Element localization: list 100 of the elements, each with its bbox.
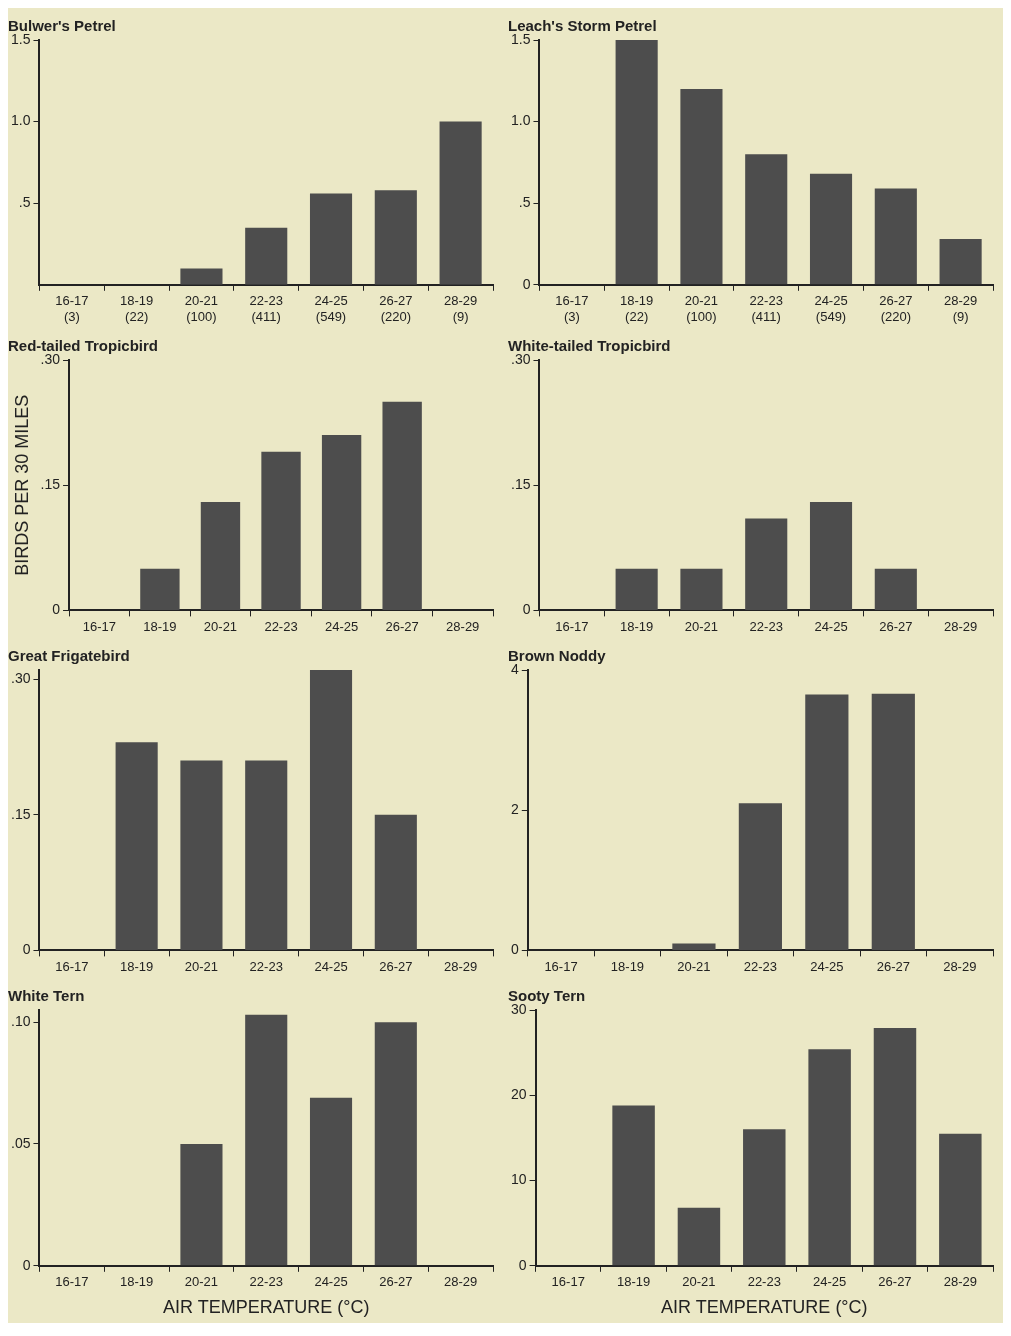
- x-tick-label: 16-17: [555, 618, 589, 634]
- x-tick-label: 20-21: [682, 1274, 716, 1290]
- bar: [745, 154, 788, 285]
- x-tick-label: 28-29: [443, 958, 478, 974]
- bar: [873, 1027, 917, 1266]
- x-tick-label: 20-21 (100): [684, 293, 719, 324]
- x-tick-label: 26-27 (220): [879, 293, 913, 324]
- x-tick-label: 16-17: [55, 1274, 89, 1290]
- y-tick-label: .5: [18, 194, 31, 211]
- bar: [115, 742, 158, 950]
- x-tick-label: 18-19 (22): [120, 293, 154, 324]
- bar: [439, 121, 482, 285]
- bar: [374, 1022, 417, 1266]
- x-tick-label: 18-19: [120, 958, 154, 974]
- y-tick-label: 20: [510, 1086, 527, 1103]
- bar: [615, 568, 658, 610]
- x-tick-label: 20-21: [184, 1274, 219, 1290]
- y-tick-label: 10: [510, 1171, 527, 1188]
- x-tick-label: 28-29 (9): [943, 293, 978, 324]
- x-tick-label: 22-23: [249, 958, 283, 974]
- bar: [612, 1105, 655, 1266]
- bar: [180, 268, 223, 285]
- x-axis-title: AIR TEMPERATURE (°C): [162, 1297, 370, 1318]
- bar: [245, 1014, 288, 1266]
- bar: [245, 760, 288, 950]
- y-tick-label: 0: [510, 941, 519, 958]
- x-tick-label: 16-17: [55, 958, 89, 974]
- y-tick-label: 2: [510, 801, 519, 818]
- y-tick-label: .10: [10, 1013, 31, 1030]
- bar: [382, 401, 422, 610]
- bar: [309, 1097, 353, 1266]
- y-tick-label: .15: [40, 476, 61, 493]
- x-tick-label: 24-25 (549): [814, 293, 848, 324]
- bar: [374, 814, 417, 950]
- bar: [939, 1133, 982, 1266]
- x-tick-label: 16-17: [551, 1274, 585, 1290]
- x-tick-label: 24-25: [314, 958, 348, 974]
- x-tick-label: 18-19 (22): [620, 293, 654, 324]
- x-tick-label: 26-27: [379, 958, 413, 974]
- bar: [615, 40, 658, 285]
- x-tick-label: 20-21: [677, 958, 711, 974]
- x-tick-label: 22-23: [749, 618, 783, 634]
- x-tick-label: 20-21: [203, 618, 238, 634]
- x-tick-label: 24-25: [810, 958, 844, 974]
- x-tick-label: 24-25: [324, 618, 359, 634]
- bar: [374, 190, 417, 285]
- bar: [680, 88, 723, 285]
- x-tick-label: 28-29: [943, 958, 977, 974]
- x-tick-label: 22-23: [743, 958, 778, 974]
- y-tick-label: 0: [522, 275, 531, 292]
- y-tick-label: .15: [510, 476, 531, 493]
- y-tick-label: 0: [22, 1256, 31, 1273]
- x-tick-label: 22-23 (411): [749, 293, 783, 324]
- bar: [809, 173, 853, 285]
- x-tick-label: 16-17 (3): [555, 293, 589, 324]
- x-tick-label: 28-29 (9): [443, 293, 478, 324]
- bar: [321, 435, 362, 610]
- x-tick-label: 18-19: [616, 1274, 651, 1290]
- x-tick-label: 16-17: [82, 618, 116, 634]
- x-tick-label: 16-17 (3): [55, 293, 89, 324]
- x-tick-label: 26-27: [878, 1274, 912, 1290]
- x-tick-label: 28-29: [443, 1274, 478, 1290]
- x-tick-label: 18-19: [143, 618, 177, 634]
- bar: [261, 451, 301, 610]
- y-tick-label: .5: [518, 194, 531, 211]
- x-tick-label: 28-29: [943, 618, 978, 634]
- x-tick-label: 26-27: [379, 1274, 413, 1290]
- x-tick-label: 24-25: [314, 1274, 348, 1290]
- x-tick-label: 28-29: [943, 1274, 977, 1290]
- x-tick-label: 28-29: [446, 618, 480, 634]
- bar: [871, 693, 915, 950]
- x-tick-label: 20-21: [684, 618, 719, 634]
- x-tick-label: 16-17: [544, 958, 578, 974]
- y-tick-label: 1.0: [510, 112, 531, 129]
- y-tick-label: 0: [518, 1256, 527, 1273]
- bar: [309, 670, 353, 950]
- chart-title: White Tern: [8, 987, 85, 1005]
- x-tick-label: 24-25: [814, 618, 848, 634]
- y-tick-label: 0: [522, 601, 531, 618]
- bar: [180, 760, 223, 950]
- y-tick-label: .30: [10, 669, 31, 686]
- x-tick-label: 24-25 (549): [314, 293, 348, 324]
- x-tick-label: 26-27: [876, 958, 910, 974]
- chart-title: Great Frigatebird: [8, 647, 130, 665]
- bar: [140, 568, 180, 610]
- x-tick-label: 18-19: [120, 1274, 154, 1290]
- bar: [677, 1207, 721, 1266]
- x-tick-label: 26-27: [879, 618, 913, 634]
- bar: [672, 943, 716, 950]
- x-tick-label: 18-19: [620, 618, 654, 634]
- x-tick-label: 22-23 (411): [249, 293, 283, 324]
- x-tick-label: 20-21: [184, 958, 219, 974]
- x-tick-label: 26-27: [385, 618, 419, 634]
- x-tick-label: 22-23: [264, 618, 298, 634]
- bar: [805, 694, 849, 950]
- bar: [874, 188, 917, 285]
- y-axis-title: BIRDS PER 30 MILES: [11, 394, 32, 576]
- y-tick-label: 1.0: [10, 112, 31, 129]
- bar: [309, 193, 353, 285]
- x-tick-label: 20-21 (100): [184, 293, 219, 324]
